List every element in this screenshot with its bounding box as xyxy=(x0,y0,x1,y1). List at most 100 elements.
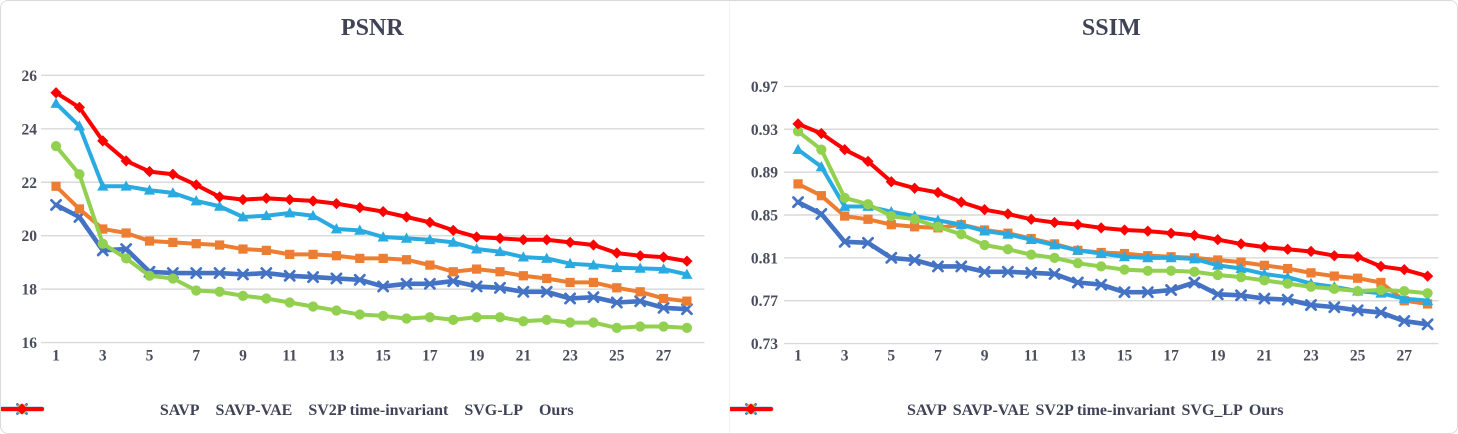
marker-circle xyxy=(1421,288,1433,299)
x-tick-label: 9 xyxy=(239,348,247,365)
psnr-chart-title: PSNR xyxy=(341,15,404,41)
marker-square xyxy=(308,249,318,260)
marker-square xyxy=(401,255,412,265)
marker-triangle xyxy=(1164,252,1177,263)
marker-triangle xyxy=(190,195,202,206)
marker-circle xyxy=(792,126,803,137)
y-tick-label: 0.73 xyxy=(750,336,777,353)
marker-square xyxy=(261,245,271,256)
marker-x xyxy=(1327,301,1340,314)
marker-circle xyxy=(518,316,529,327)
legend-label: SAVP-VAE xyxy=(952,402,1030,419)
marker-diamond xyxy=(16,403,28,415)
marker-x xyxy=(1118,286,1130,299)
marker-circle xyxy=(214,286,225,297)
marker-x xyxy=(517,285,530,298)
marker-x xyxy=(1001,265,1014,278)
x-tick-label: 15 xyxy=(1116,348,1132,365)
marker-triangle xyxy=(1071,244,1083,255)
marker-x xyxy=(423,277,436,290)
marker-circle xyxy=(1048,252,1060,263)
y-tick-label: 0.93 xyxy=(750,122,777,139)
marker-triangle xyxy=(1025,233,1037,245)
marker-x xyxy=(307,271,320,284)
ssim-chart-title: SSIM xyxy=(1081,15,1140,41)
marker-circle xyxy=(885,210,896,222)
x-tick-label: 7 xyxy=(934,348,942,365)
marker-x xyxy=(494,281,506,294)
ssim-plot: SSIM 0.730.770.810.850.890.930.971 3 5 7 9 11… xyxy=(750,15,1438,365)
marker-triangle xyxy=(471,243,483,254)
legend-label: SAVP xyxy=(907,402,947,419)
y-tick-label: 0.85 xyxy=(750,207,777,224)
series-line-SAVP xyxy=(795,199,1430,327)
x-tick-label: 17 xyxy=(422,348,438,365)
psnr-legend: SAVP SAVP-VAE SV2P time-invariant SVG-LP Our… xyxy=(1,401,729,421)
y-tick-label: 0.97 xyxy=(750,79,777,96)
marker-diamond xyxy=(1118,224,1130,236)
legend-label: SV2P time-invariant xyxy=(308,402,449,419)
marker-circle xyxy=(378,310,389,321)
ssim-panel: SSIM 0.73 0.77 0.81 0.85 0.89 0.93 0.97 1 3 5 7 9 11… xyxy=(729,1,1457,433)
marker-circle xyxy=(681,322,693,334)
marker-diamond xyxy=(955,196,967,208)
marker-triangle xyxy=(400,232,413,243)
marker-diamond xyxy=(190,179,202,191)
marker-square xyxy=(1259,260,1269,270)
marker-x xyxy=(1374,306,1387,319)
psnr-panel: PSNR 16 18 20 22 24 26 1 3 5 7 9 11 13 15 17 19 21 23 25 27… xyxy=(1,1,729,433)
marker-diamond xyxy=(494,232,506,244)
marker-circle xyxy=(658,321,669,332)
marker-circle xyxy=(401,313,412,324)
marker-circle xyxy=(471,312,482,323)
marker-diamond xyxy=(611,247,623,259)
marker-x xyxy=(908,254,921,266)
marker-circle xyxy=(1095,261,1106,272)
marker-square xyxy=(816,191,826,201)
marker-square xyxy=(1329,271,1339,281)
marker-triangle xyxy=(213,200,226,211)
marker-triangle xyxy=(307,209,319,221)
marker-triangle xyxy=(1001,228,1013,239)
marker-x xyxy=(610,296,623,309)
marker-triangle xyxy=(354,224,366,235)
marker-x xyxy=(1351,304,1364,317)
x-tick-label: 13 xyxy=(329,348,345,365)
x-tick-label: 15 xyxy=(375,348,391,365)
marker-triangle xyxy=(815,160,827,172)
y-tick-label: 0.81 xyxy=(750,250,777,267)
marker-x xyxy=(377,280,390,293)
marker-diamond xyxy=(815,127,827,140)
marker-x xyxy=(1304,299,1317,311)
marker-x xyxy=(978,265,991,278)
marker-circle xyxy=(307,301,319,312)
marker-diamond xyxy=(978,204,990,216)
marker-square xyxy=(565,277,575,288)
marker-diamond xyxy=(517,234,529,246)
marker-triangle xyxy=(681,268,693,279)
marker-circle xyxy=(1165,265,1176,276)
marker-circle xyxy=(1305,281,1316,292)
legend-item-Ours: Ours xyxy=(1,402,574,420)
marker-square xyxy=(862,214,873,224)
marker-triangle xyxy=(237,211,249,222)
marker-diamond xyxy=(330,197,343,210)
marker-x xyxy=(564,292,577,305)
marker-diamond xyxy=(1141,225,1153,237)
marker-diamond xyxy=(1304,245,1317,258)
marker-circle xyxy=(1072,258,1083,269)
marker-circle xyxy=(611,322,622,334)
series-line-SV2P time-invariant xyxy=(795,147,1430,303)
marker-triangle xyxy=(1118,250,1130,262)
marker-circle xyxy=(1375,284,1386,296)
marker-x xyxy=(213,267,226,280)
marker-square xyxy=(1282,263,1292,274)
marker-triangle xyxy=(424,233,436,245)
marker-triangle xyxy=(143,184,156,195)
marker-circle xyxy=(564,317,576,328)
marker-x xyxy=(1024,266,1037,279)
marker-x xyxy=(1397,315,1410,328)
y-tick-label: 20 xyxy=(22,228,38,245)
series-line-SAVP-VAE xyxy=(795,181,1430,306)
